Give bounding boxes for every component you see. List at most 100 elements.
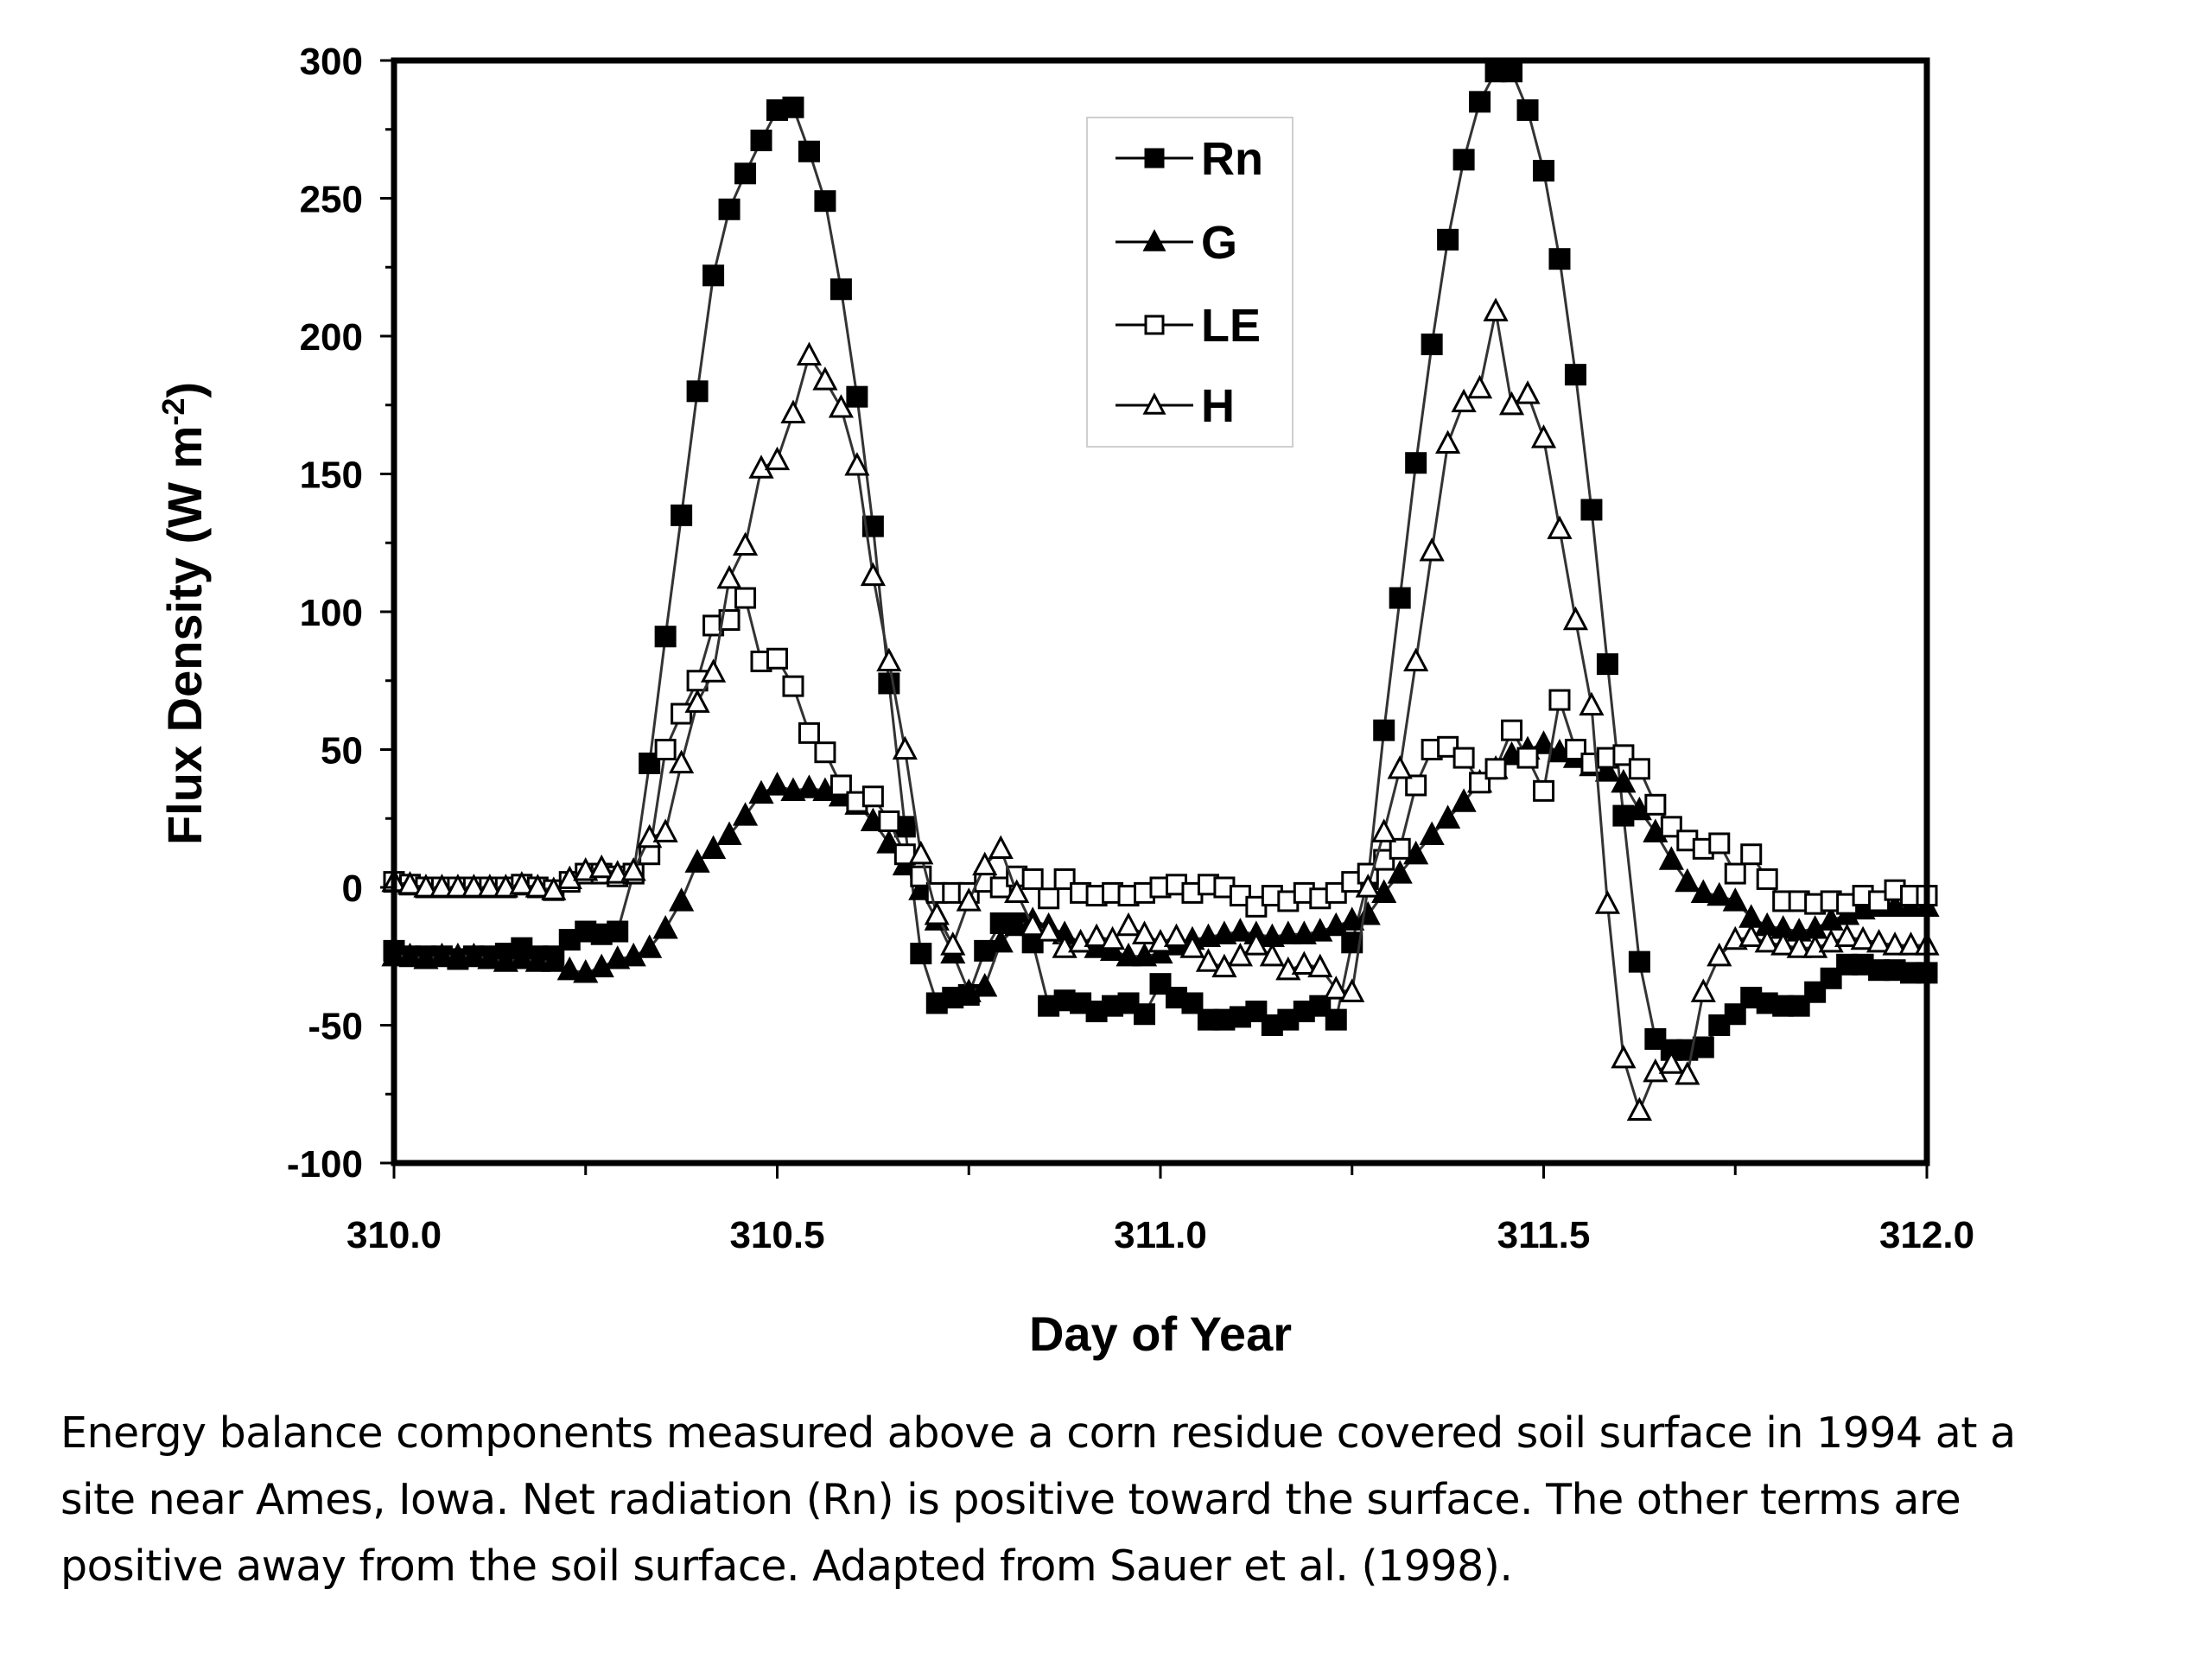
x-tick-label: 311.0: [1114, 1214, 1207, 1256]
data-point-h: [860, 562, 886, 587]
data-point-rn: [814, 190, 836, 213]
y-tick-label: 300: [300, 41, 363, 83]
data-point-le: [671, 702, 693, 725]
data-point-rn: [1628, 950, 1650, 973]
data-point-rn: [1644, 1027, 1667, 1050]
legend-label: H: [1201, 380, 1235, 432]
data-point-g: [1435, 804, 1461, 829]
data-point-h: [780, 399, 806, 423]
data-point-h: [477, 874, 503, 898]
data-point-le: [1548, 689, 1571, 711]
data-point-rn: [1469, 91, 1491, 113]
y-tick-label: 200: [300, 316, 363, 359]
data-point-rn: [1532, 160, 1554, 182]
data-point-rn: [1804, 981, 1827, 1003]
data-point-h: [652, 818, 678, 842]
data-point-rn: [639, 752, 661, 774]
data-point-h: [1466, 374, 1493, 399]
data-point-h: [1897, 931, 1924, 956]
data-point-h: [876, 647, 902, 672]
legend-item-le: LE: [1116, 300, 1261, 352]
data-point-le: [861, 785, 884, 808]
legend-box: [1086, 117, 1294, 448]
y-axis: 300 250 200 150 100 50 0 -50 -100: [287, 41, 394, 1185]
data-point-le: [1325, 881, 1347, 904]
data-point-g: [1275, 920, 1301, 944]
data-point-le: [878, 810, 900, 832]
data-point-h: [988, 835, 1014, 859]
data-point-h: [1451, 388, 1477, 413]
data-point-h: [812, 366, 838, 391]
data-point-rn: [1134, 1003, 1156, 1026]
data-point-h: [1179, 934, 1205, 958]
data-point-g: [429, 942, 455, 967]
data-point-h: [764, 446, 791, 471]
data-point-h: [1163, 923, 1190, 948]
data-point-le: [734, 587, 757, 609]
data-point-h: [1707, 942, 1732, 967]
figure-caption: Energy balance components measured above…: [60, 1400, 2169, 1599]
caption-line-1: Energy balance components measured above…: [60, 1408, 2016, 1458]
data-point-le: [830, 774, 852, 797]
data-point-le: [989, 876, 1012, 899]
legend-item-h: H: [1116, 380, 1235, 432]
data-point-rn: [718, 198, 741, 220]
y-axis-title-close: ): [157, 382, 212, 398]
data-point-g: [684, 849, 710, 873]
data-point-le: [1532, 779, 1554, 802]
data-point-g: [1690, 879, 1716, 903]
data-point-g: [1116, 942, 1141, 967]
data-point-rn: [1501, 60, 1523, 83]
caption-line-3: positive away from the soil surface. Ada…: [60, 1541, 1513, 1591]
data-point-rn: [782, 96, 804, 118]
data-point-rn: [734, 162, 757, 185]
legend: Rn G LE H: [1086, 117, 1294, 448]
data-point-h: [1866, 928, 1892, 953]
data-point-rn: [878, 672, 900, 695]
data-point-le: [1038, 887, 1060, 910]
data-point-h: [1339, 978, 1365, 1002]
data-point-h: [828, 394, 855, 418]
data-point-rn: [702, 264, 725, 287]
data-point-h: [1004, 879, 1030, 903]
data-point-h: [1259, 942, 1285, 967]
data-point-rn: [1181, 992, 1204, 1014]
data-point-g: [1227, 918, 1253, 942]
y-tick-label: 250: [300, 179, 363, 221]
series-line-le: [393, 594, 1927, 909]
data-point-g: [1675, 868, 1700, 893]
data-point-h: [1307, 953, 1333, 978]
data-point-g: [732, 802, 759, 826]
data-point-le: [1516, 747, 1539, 769]
data-point-h: [1387, 754, 1413, 779]
data-point-h: [684, 689, 710, 713]
data-point-h: [1850, 925, 1876, 950]
data-point-h: [1594, 890, 1621, 914]
data-point-h: [1658, 1050, 1684, 1074]
legend-marker-g: [1142, 229, 1166, 251]
data-point-h: [1084, 923, 1109, 948]
data-point-rn: [910, 943, 932, 965]
y-tick-label: 50: [321, 730, 363, 772]
data-point-le: [1373, 849, 1395, 871]
data-point-le: [1501, 719, 1523, 741]
x-tick-label: 310.0: [346, 1214, 442, 1256]
data-point-h: [1323, 976, 1349, 1000]
data-point-rn: [1149, 973, 1172, 995]
data-point-rn: [1548, 248, 1571, 270]
data-point-h: [1435, 429, 1461, 454]
data-point-h: [620, 857, 646, 881]
data-point-rn: [1373, 719, 1395, 741]
data-point-le: [1740, 843, 1763, 866]
data-point-rn: [750, 130, 772, 152]
data-point-le: [814, 741, 836, 764]
legend-label: G: [1201, 217, 1237, 269]
data-point-h: [844, 452, 870, 476]
data-point-g: [1451, 788, 1477, 812]
data-point-h: [588, 854, 614, 879]
data-point-le: [1389, 837, 1411, 860]
data-point-rn: [846, 385, 868, 408]
data-point-h: [413, 874, 439, 898]
data-point-h: [1371, 818, 1397, 842]
y-axis-title-main: Flux Density (W m: [157, 426, 212, 845]
